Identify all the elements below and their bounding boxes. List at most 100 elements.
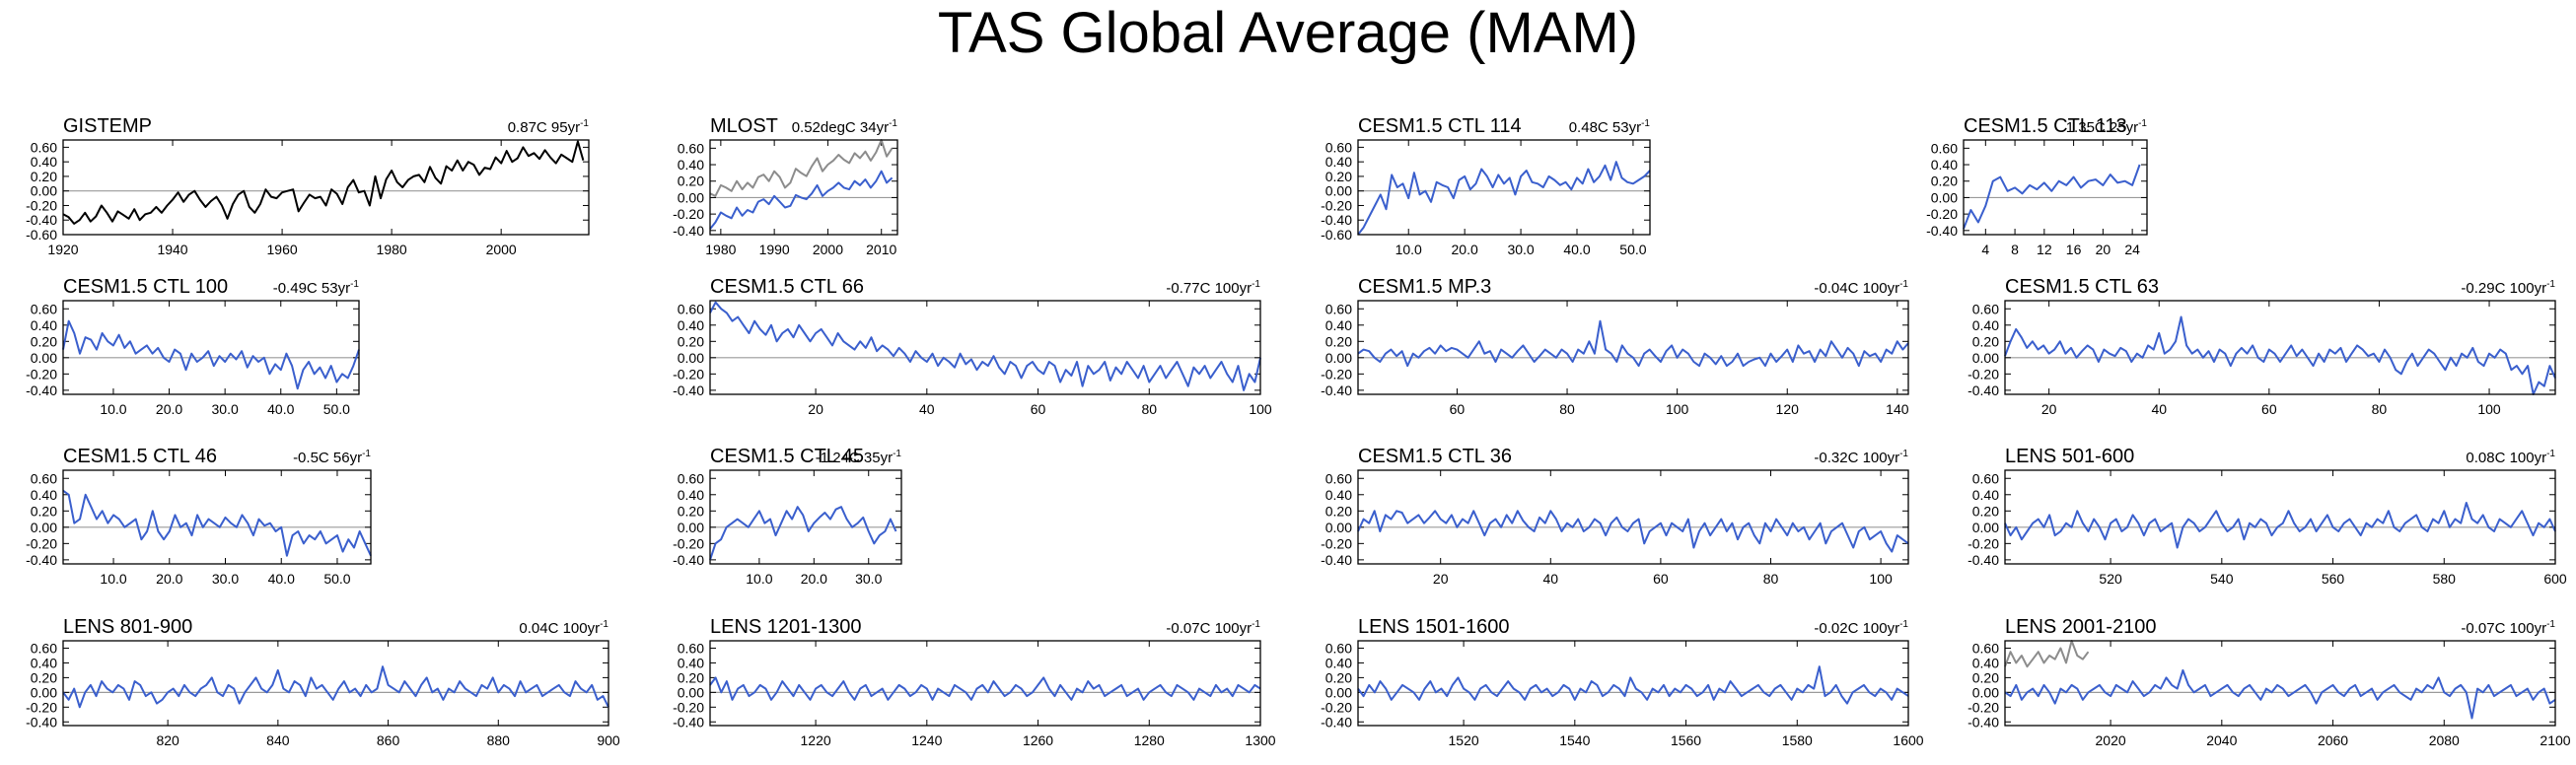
x-tick-label: 2060 [2318,732,2348,748]
trend-label: -0.02C 100yr-1 [1814,619,1908,637]
x-tick-label: 20.0 [156,401,182,417]
plot-frame [62,300,360,395]
series-line [709,676,1261,701]
chart-panel: CESM1.5 CTL 46 -0.5C 56yr-1 0.600.400.200.… [26,446,372,587]
panel-title: CESM1.5 CTL 114 [1358,115,1522,137]
y-tick-label: -0.20 [26,366,57,382]
x-tick-label: 1540 [1559,732,1590,748]
y-tick-label: 0.20 [1972,503,1999,519]
x-tick-label: 40.0 [1563,242,1590,257]
y-tick-label: 0.60 [678,301,704,316]
y-tick-label: 0.00 [1325,520,1352,535]
x-tick-label: 860 [377,732,400,748]
y-tick-label: -0.40 [673,552,704,568]
x-tick-label: 100 [1869,571,1893,587]
series-line [2004,315,2556,395]
panel-title: CESM1.5 CTL 45 [710,446,864,467]
plot-frame [709,640,1261,727]
x-tick-label: 2000 [813,242,843,257]
y-tick-label: 0.40 [678,487,704,503]
y-tick-label: 0.40 [31,655,57,670]
chart-panel: CESM1.5 CTL 100 -0.49C 53yr-1 0.600.400.20… [26,276,360,417]
y-tick-label: 0.00 [1972,520,1999,535]
y-tick-label: 0.20 [678,333,704,349]
chart-panel: GISTEMP 0.87C 95yr-1 0.600.400.200.00-0.20… [26,115,590,257]
x-tick-label: 100 [2477,401,2501,417]
y-tick-label: 0.40 [678,317,704,333]
x-tick-label: 20 [2041,401,2057,417]
plot-frame [62,640,609,727]
y-tick-label: 0.40 [1325,655,1352,670]
plot-frame [62,469,372,565]
y-tick-label: -0.40 [1968,552,1999,568]
series-line [62,140,585,225]
x-tick-label: 1990 [759,242,790,257]
trend-label: -0.07C 100yr-1 [2461,619,2555,637]
chart-panel: LENS 801-900 0.04C 100yr-1 0.600.400.200.0… [26,616,620,748]
trend-exponent: -1 [580,118,589,129]
trend-label: -0.77C 100yr-1 [1166,279,1260,297]
y-tick-label: 0.00 [678,520,704,535]
x-tick-label: 560 [2322,571,2345,587]
trend-exponent: -1 [600,619,608,630]
x-tick-label: 1980 [377,242,407,257]
y-tick-label: 0.60 [1972,470,1999,486]
y-tick-label: 0.00 [31,350,57,366]
trend-exponent: -1 [1899,279,1908,290]
y-tick-label: 0.40 [31,487,57,503]
x-tick-label: 1940 [157,242,187,257]
y-tick-label: -0.40 [673,223,704,239]
panel-title: CESM1.5 MP.3 [1358,276,1491,298]
chart-panel: CESM1.5 CTL 45-1.24C 35yr-1 0.600.400.200… [673,446,902,587]
y-tick-label: 0.20 [31,503,57,519]
panel-title: CESM1.5 CTL 63 [2005,276,2159,298]
series-line [62,665,609,709]
x-tick-label: 10.0 [100,401,126,417]
y-tick-label: 0.20 [31,333,57,349]
plot-frame [2004,300,2556,395]
x-tick-label: 60 [1031,401,1046,417]
x-tick-label: 2040 [2206,732,2237,748]
x-tick-label: 520 [2099,571,2122,587]
y-tick-label: -0.40 [673,714,704,730]
x-tick-label: 80 [2372,401,2388,417]
y-tick-label: 0.40 [1972,655,1999,670]
x-tick-label: 40.0 [267,401,294,417]
x-tick-label: 60 [1653,571,1669,587]
chart-panel: LENS 501-600 0.08C 100yr-1 0.600.400.200.0… [1968,446,2567,587]
trend-label: -0.49C 53yr-1 [273,279,360,297]
y-tick-label: 0.40 [1972,317,1999,333]
x-tick-label: 20.0 [156,571,182,587]
chart-panel: CESM1.5 MP.3 -0.04C 100yr-1 0.600.400.200.… [1321,276,1909,417]
trend-label: 0.48C 53yr-1 [1569,118,1651,136]
panel-title: CESM1.5 CTL 100 [63,276,228,298]
series-line [709,506,897,561]
panel-title: LENS 501-600 [2005,446,2134,467]
x-tick-label: 1220 [801,732,831,748]
trend-label: 0.04C 100yr-1 [519,619,608,637]
trend-exponent: -1 [893,449,901,459]
x-tick-label: 1980 [705,242,736,257]
x-tick-label: 1260 [1023,732,1053,748]
y-tick-label: 0.40 [31,317,57,333]
plot-frame [709,300,1261,395]
y-tick-label: 0.60 [1325,301,1352,316]
panel-title: CESM1.5 CTL 66 [710,276,864,298]
panel-title: LENS 2001-2100 [2005,616,2156,638]
y-tick-label: 0.00 [678,684,704,700]
y-tick-label: 0.60 [31,470,57,486]
x-tick-label: 20 [808,401,823,417]
x-tick-label: 900 [597,732,620,748]
x-tick-label: 30.0 [212,571,239,587]
trend-label: 0.08C 100yr-1 [2466,449,2555,466]
chart-panel: CESM1.5 CTL 66 -0.77C 100yr-1 0.600.400.20… [673,276,1272,417]
x-tick-label: 30.0 [1507,242,1534,257]
y-tick-label: -0.20 [1321,535,1352,551]
trend-label: -0.04C 100yr-1 [1814,279,1908,297]
y-tick-label: 0.20 [31,169,57,184]
plot-frame [2004,640,2556,727]
series-line [709,301,1261,391]
y-tick-label: -0.20 [1321,197,1352,213]
y-tick-label: -0.20 [1968,699,1999,715]
